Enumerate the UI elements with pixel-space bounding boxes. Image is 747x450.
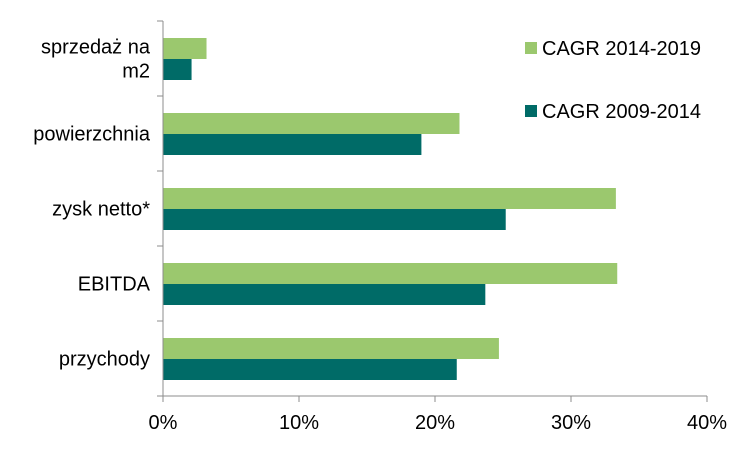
bar-cagr-2014-2019-1 (163, 113, 460, 134)
bar-cagr-2009-2014-2 (163, 209, 506, 230)
legend: CAGR 2014-2019 CAGR 2009-2014 (525, 38, 701, 123)
bar-cagr-2009-2014-0 (163, 59, 192, 80)
bar-cagr-2009-2014-4 (163, 359, 457, 380)
legend-item-cagr-2009-2014-label: CAGR 2009-2014 (542, 101, 701, 123)
legend-item-cagr-2009-2014-swatch (525, 105, 537, 117)
bar-cagr-2014-2019-2 (163, 188, 616, 209)
category-label: EBITDA (78, 274, 151, 296)
category-label: zysk netto* (52, 199, 150, 221)
bar-cagr-2014-2019-3 (163, 263, 618, 284)
category-label: przychody (59, 349, 150, 371)
category-label: sprzedaż na m2 (41, 37, 151, 83)
x-tick-label: 20% (415, 412, 455, 434)
category-labels: sprzedaż na m2 powierzchnia zysk netto* EBIT… (33, 37, 151, 371)
x-tick-label: 0% (149, 412, 178, 434)
x-tick-label: 30% (551, 412, 591, 434)
bar-cagr-2014-2019-0 (163, 38, 207, 59)
bar-cagr-2009-2014-1 (163, 134, 422, 155)
legend-item-cagr-2014-2019-swatch (525, 42, 537, 54)
bar-cagr-2009-2014-3 (163, 284, 486, 305)
axes-group (157, 20, 708, 402)
x-tick-label: 40% (687, 412, 727, 434)
bar-cagr-2014-2019-4 (163, 338, 499, 359)
bars-group (163, 38, 618, 380)
category-label: powierzchnia (33, 124, 151, 146)
x-tick-label: 10% (279, 412, 319, 434)
x-tick-labels: 0% 10% 20% 30% 40% (149, 412, 728, 434)
legend-item-cagr-2014-2019-label: CAGR 2014-2019 (542, 38, 701, 60)
